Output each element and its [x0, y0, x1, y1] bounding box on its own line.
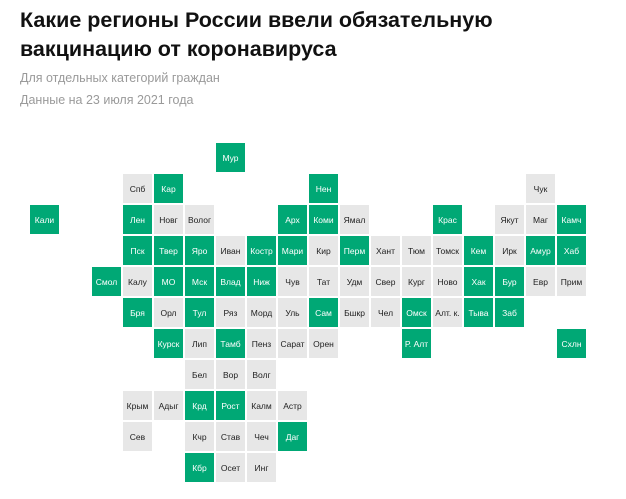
region-tile: Сев — [123, 422, 152, 451]
region-tile: Алт. к. — [433, 298, 462, 327]
region-tile: Калм — [247, 391, 276, 420]
region-tile: Схлн — [557, 329, 586, 358]
region-tile: Сарат — [278, 329, 307, 358]
region-tile: Костр — [247, 236, 276, 265]
region-tile: Ирк — [495, 236, 524, 265]
region-tile: Бшкр — [340, 298, 369, 327]
region-tile: Якут — [495, 205, 524, 234]
region-tile: Орен — [309, 329, 338, 358]
region-tile: Хак — [464, 267, 493, 296]
region-tile: Крым — [123, 391, 152, 420]
region-tile: Инг — [247, 453, 276, 482]
region-tile: Тамб — [216, 329, 245, 358]
region-tile: Хаб — [557, 236, 586, 265]
region-tile: Сам — [309, 298, 338, 327]
region-tile: Арх — [278, 205, 307, 234]
region-tile: Твер — [154, 236, 183, 265]
region-tile: Кчр — [185, 422, 214, 451]
region-tile: Кем — [464, 236, 493, 265]
map-subtitle: Для отдельных категорий граждан — [20, 71, 220, 85]
region-tile: Волг — [247, 360, 276, 389]
region-tile: Влад — [216, 267, 245, 296]
region-tile: Ряз — [216, 298, 245, 327]
region-tile: Спб — [123, 174, 152, 203]
region-tile: Ново — [433, 267, 462, 296]
region-tile: Став — [216, 422, 245, 451]
region-tile: Кир — [309, 236, 338, 265]
region-tile: Чув — [278, 267, 307, 296]
region-tile: Уль — [278, 298, 307, 327]
region-tile: Маг — [526, 205, 555, 234]
region-tile: Тат — [309, 267, 338, 296]
region-tile: Курск — [154, 329, 183, 358]
region-tile: Тыва — [464, 298, 493, 327]
region-tile: Бел — [185, 360, 214, 389]
region-tile: Адыг — [154, 391, 183, 420]
region-tile: Осет — [216, 453, 245, 482]
region-tile: Заб — [495, 298, 524, 327]
region-tile: Свер — [371, 267, 400, 296]
region-tile: Чел — [371, 298, 400, 327]
region-tile: МО — [154, 267, 183, 296]
region-tile: Камч — [557, 205, 586, 234]
region-tile: Хант — [371, 236, 400, 265]
region-tile: Пск — [123, 236, 152, 265]
region-tile: Омск — [402, 298, 431, 327]
region-tile: Рост — [216, 391, 245, 420]
region-tile: Волог — [185, 205, 214, 234]
region-tile: Ниж — [247, 267, 276, 296]
region-tile: Астр — [278, 391, 307, 420]
region-tile: Коми — [309, 205, 338, 234]
region-tile: Амур — [526, 236, 555, 265]
region-tile: Прим — [557, 267, 586, 296]
region-tile: Чук — [526, 174, 555, 203]
region-tile: Калу — [123, 267, 152, 296]
region-tile: Бур — [495, 267, 524, 296]
region-tile: Ямал — [340, 205, 369, 234]
region-tile: Морд — [247, 298, 276, 327]
region-tile: Тюм — [402, 236, 431, 265]
region-tile: Тул — [185, 298, 214, 327]
region-tile: Мск — [185, 267, 214, 296]
region-tile: Чеч — [247, 422, 276, 451]
region-tile: Бря — [123, 298, 152, 327]
region-tile: Иван — [216, 236, 245, 265]
region-tile: Томск — [433, 236, 462, 265]
region-tile: Кбр — [185, 453, 214, 482]
data-date-note: Данные на 23 июля 2021 года — [20, 93, 194, 107]
region-tile: Яро — [185, 236, 214, 265]
region-tile: Кали — [30, 205, 59, 234]
region-tile: Крд — [185, 391, 214, 420]
region-tile: Лип — [185, 329, 214, 358]
region-tile: Кар — [154, 174, 183, 203]
region-tile: Р. Алт — [402, 329, 431, 358]
region-tile: Крас — [433, 205, 462, 234]
region-tile: Евр — [526, 267, 555, 296]
region-tile: Вор — [216, 360, 245, 389]
map-title: Какие регионы России ввели обязательную … — [20, 8, 493, 61]
region-tile: Перм — [340, 236, 369, 265]
region-tile: Удм — [340, 267, 369, 296]
region-tile: Даг — [278, 422, 307, 451]
region-tile: Кург — [402, 267, 431, 296]
region-tile: Новг — [154, 205, 183, 234]
region-tile: Лен — [123, 205, 152, 234]
region-tile: Мур — [216, 143, 245, 172]
region-tile: Пенз — [247, 329, 276, 358]
region-tile: Смол — [92, 267, 121, 296]
region-tile: Орл — [154, 298, 183, 327]
region-tile: Мари — [278, 236, 307, 265]
region-tile: Нен — [309, 174, 338, 203]
